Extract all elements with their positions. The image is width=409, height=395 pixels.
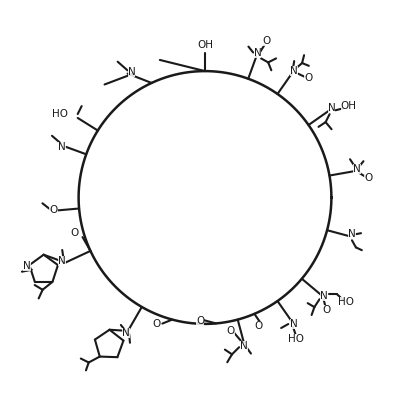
- Text: N: N: [58, 142, 65, 152]
- Text: N: N: [23, 261, 31, 271]
- Text: HO: HO: [288, 334, 303, 344]
- Text: N: N: [253, 48, 261, 58]
- Text: O: O: [303, 73, 311, 83]
- Text: N: N: [122, 328, 130, 338]
- Text: N: N: [327, 103, 335, 113]
- Text: N: N: [347, 229, 355, 239]
- Text: O: O: [152, 319, 160, 329]
- Text: N: N: [289, 319, 297, 329]
- Text: N: N: [127, 67, 135, 77]
- Text: OH: OH: [340, 102, 356, 111]
- Text: N: N: [319, 292, 326, 301]
- Text: O: O: [70, 228, 79, 238]
- Text: O: O: [261, 36, 270, 47]
- Text: O: O: [196, 316, 204, 326]
- Text: O: O: [49, 205, 58, 215]
- Text: HO: HO: [337, 297, 353, 307]
- Text: N: N: [239, 340, 247, 351]
- Text: OH: OH: [196, 40, 213, 50]
- Text: O: O: [321, 305, 330, 315]
- Text: O: O: [254, 321, 262, 331]
- Text: N: N: [290, 66, 297, 76]
- Text: N: N: [352, 164, 360, 174]
- Text: O: O: [226, 325, 234, 336]
- Text: O: O: [364, 173, 372, 183]
- Text: N: N: [58, 256, 66, 265]
- Text: HO: HO: [52, 109, 67, 119]
